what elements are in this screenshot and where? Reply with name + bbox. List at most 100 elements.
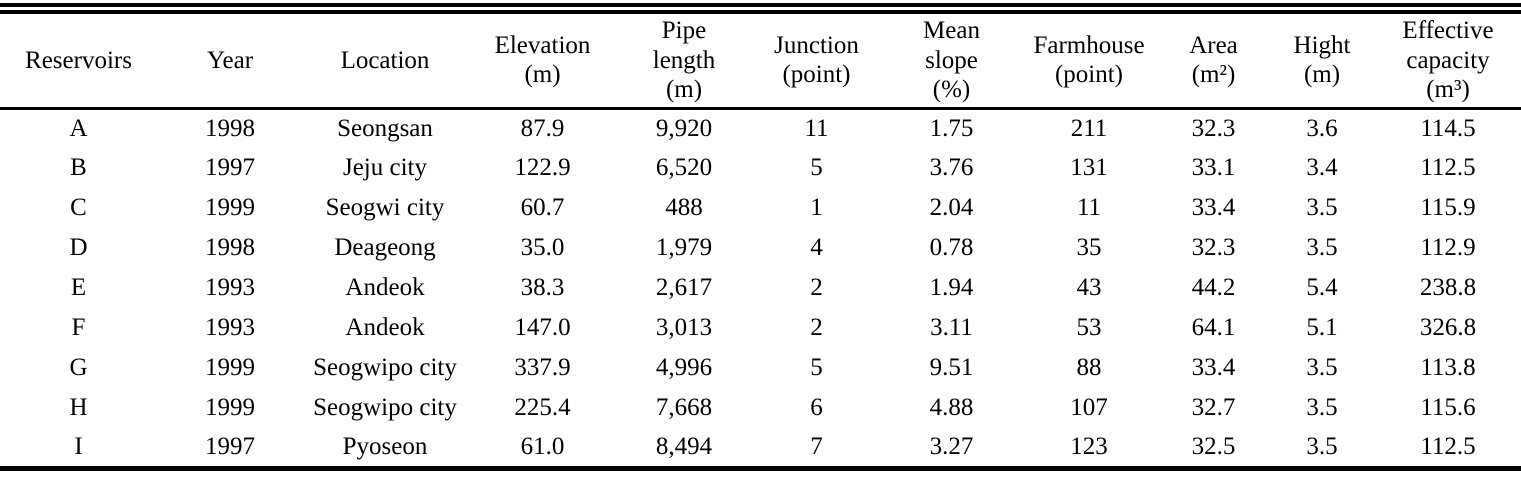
cell-farmhouse: 107 bbox=[1070, 394, 1108, 421]
cell-farmhouse: 43 bbox=[1076, 274, 1102, 301]
cell-pipe-length: 7,668 bbox=[655, 394, 713, 421]
cell-elevation: 147.0 bbox=[514, 314, 571, 341]
cell-effective-capacity: 112.5 bbox=[1420, 432, 1476, 460]
cell-reservoir: F bbox=[71, 314, 86, 341]
cell-effective-capacity: 115.6 bbox=[1420, 394, 1476, 421]
cell-location: Pyoseon bbox=[342, 432, 428, 460]
column-header-junction: Junction (point) bbox=[750, 8, 883, 110]
column-header-farmhouse: Farmhouse (point) bbox=[1020, 8, 1158, 110]
cell-junction: 2 bbox=[810, 314, 823, 341]
reservoirs-table: Reservoirs Year Location Elevation (m) P… bbox=[0, 3, 1521, 471]
cell-area: 33.1 bbox=[1191, 154, 1236, 181]
cell-location: Seogwipo city bbox=[313, 394, 457, 421]
cell-effective-capacity: 238.8 bbox=[1419, 274, 1477, 301]
cell-hight: 3.4 bbox=[1306, 154, 1338, 181]
cell-farmhouse: 53 bbox=[1076, 314, 1102, 341]
cell-year: 1999 bbox=[205, 394, 255, 421]
cell-mean-slope: 3.11 bbox=[930, 314, 973, 341]
cell-effective-capacity: 326.8 bbox=[1419, 314, 1477, 341]
column-header-hight: Hight (m) bbox=[1269, 8, 1375, 110]
cell-farmhouse: 11 bbox=[1076, 194, 1102, 221]
cell-elevation: 38.3 bbox=[520, 274, 565, 301]
cell-hight: 3.5 bbox=[1306, 432, 1338, 460]
table-body: A 1998 Seongsan 87.9 9,920 11 1.75 211 3… bbox=[0, 108, 1521, 468]
cell-hight: 3.5 bbox=[1306, 194, 1338, 221]
table-row: C 1999 Seogwi city 60.7 488 1 2.04 11 33… bbox=[0, 188, 1521, 228]
cell-location: Andeok bbox=[345, 314, 425, 341]
cell-elevation: 60.7 bbox=[520, 194, 565, 221]
cell-junction: 11 bbox=[804, 114, 829, 142]
table-header: Reservoirs Year Location Elevation (m) P… bbox=[0, 8, 1521, 110]
cell-effective-capacity: 113.8 bbox=[1420, 354, 1476, 381]
cell-junction: 7 bbox=[810, 432, 823, 460]
cell-year: 1993 bbox=[205, 314, 255, 341]
cell-pipe-length: 3,013 bbox=[655, 314, 713, 341]
column-header-elevation: Elevation (m) bbox=[467, 8, 618, 110]
cell-reservoir: B bbox=[70, 154, 87, 181]
cell-year: 1998 bbox=[205, 114, 255, 142]
cell-effective-capacity: 114.5 bbox=[1420, 114, 1476, 142]
cell-reservoir: I bbox=[74, 432, 83, 460]
cell-year: 1997 bbox=[205, 432, 255, 460]
table-row: E 1993 Andeok 38.3 2,617 2 1.94 43 44.2 … bbox=[0, 268, 1521, 308]
cell-elevation: 61.0 bbox=[520, 432, 565, 460]
cell-reservoir: E bbox=[70, 274, 87, 301]
column-header-location: Location bbox=[303, 8, 467, 110]
cell-location: Seogwi city bbox=[325, 194, 445, 221]
cell-mean-slope: 3.76 bbox=[929, 154, 974, 181]
cell-area: 32.3 bbox=[1191, 114, 1236, 142]
cell-area: 32.3 bbox=[1191, 234, 1236, 261]
cell-mean-slope: 3.27 bbox=[929, 432, 974, 460]
table-row: I 1997 Pyoseon 61.0 8,494 7 3.27 123 32.… bbox=[0, 428, 1521, 468]
cell-mean-slope: 1.75 bbox=[929, 114, 974, 142]
cell-location: Seogwipo city bbox=[313, 354, 457, 381]
table-row: D 1998 Deageong 35.0 1,979 4 0.78 35 32.… bbox=[0, 228, 1521, 268]
column-header-area: Area (m²) bbox=[1158, 8, 1269, 110]
cell-junction: 6 bbox=[810, 394, 823, 421]
cell-location: Deageong bbox=[334, 234, 436, 261]
table-row: H 1999 Seogwipo city 225.4 7,668 6 4.88 … bbox=[0, 388, 1521, 428]
cell-area: 33.4 bbox=[1191, 354, 1236, 381]
cell-junction: 5 bbox=[810, 154, 823, 181]
cell-junction: 2 bbox=[810, 274, 823, 301]
cell-hight: 3.5 bbox=[1306, 394, 1338, 421]
table-row: A 1998 Seongsan 87.9 9,920 11 1.75 211 3… bbox=[0, 108, 1521, 148]
cell-farmhouse: 88 bbox=[1076, 354, 1102, 381]
column-header-pipe-length: Pipe length (m) bbox=[618, 8, 750, 110]
cell-effective-capacity: 112.9 bbox=[1420, 234, 1476, 261]
cell-hight: 3.5 bbox=[1306, 234, 1338, 261]
cell-reservoir: A bbox=[69, 114, 88, 142]
cell-mean-slope: 4.88 bbox=[929, 394, 974, 421]
cell-reservoir: G bbox=[69, 354, 88, 381]
cell-hight: 5.4 bbox=[1306, 274, 1338, 301]
cell-pipe-length: 6,520 bbox=[655, 154, 713, 181]
cell-pipe-length: 9,920 bbox=[655, 114, 713, 142]
cell-year: 1999 bbox=[205, 354, 255, 381]
column-header-mean-slope: Mean slope (%) bbox=[883, 8, 1020, 110]
cell-junction: 5 bbox=[810, 354, 823, 381]
cell-area: 44.2 bbox=[1191, 274, 1236, 301]
column-header-reservoirs: Reservoirs bbox=[0, 8, 157, 110]
cell-pipe-length: 2,617 bbox=[655, 274, 713, 301]
cell-junction: 1 bbox=[810, 194, 823, 221]
column-header-year: Year bbox=[157, 8, 303, 110]
cell-area: 33.4 bbox=[1191, 194, 1236, 221]
cell-area: 64.1 bbox=[1191, 314, 1236, 341]
cell-hight: 5.1 bbox=[1306, 314, 1338, 341]
cell-pipe-length: 4,996 bbox=[655, 354, 713, 381]
table-row: F 1993 Andeok 147.0 3,013 2 3.11 53 64.1… bbox=[0, 308, 1521, 348]
cell-hight: 3.6 bbox=[1306, 114, 1338, 142]
cell-pipe-length: 8,494 bbox=[655, 432, 713, 460]
cell-reservoir: D bbox=[69, 234, 88, 261]
cell-farmhouse: 211 bbox=[1070, 114, 1108, 142]
cell-elevation: 87.9 bbox=[520, 114, 565, 142]
cell-year: 1999 bbox=[205, 194, 255, 221]
cell-elevation: 225.4 bbox=[514, 394, 571, 421]
cell-location: Andeok bbox=[345, 274, 425, 301]
cell-location: Seongsan bbox=[337, 114, 433, 142]
cell-farmhouse: 131 bbox=[1070, 154, 1108, 181]
cell-reservoir: H bbox=[69, 394, 88, 421]
cell-junction: 4 bbox=[810, 234, 823, 261]
cell-effective-capacity: 115.9 bbox=[1420, 194, 1476, 221]
